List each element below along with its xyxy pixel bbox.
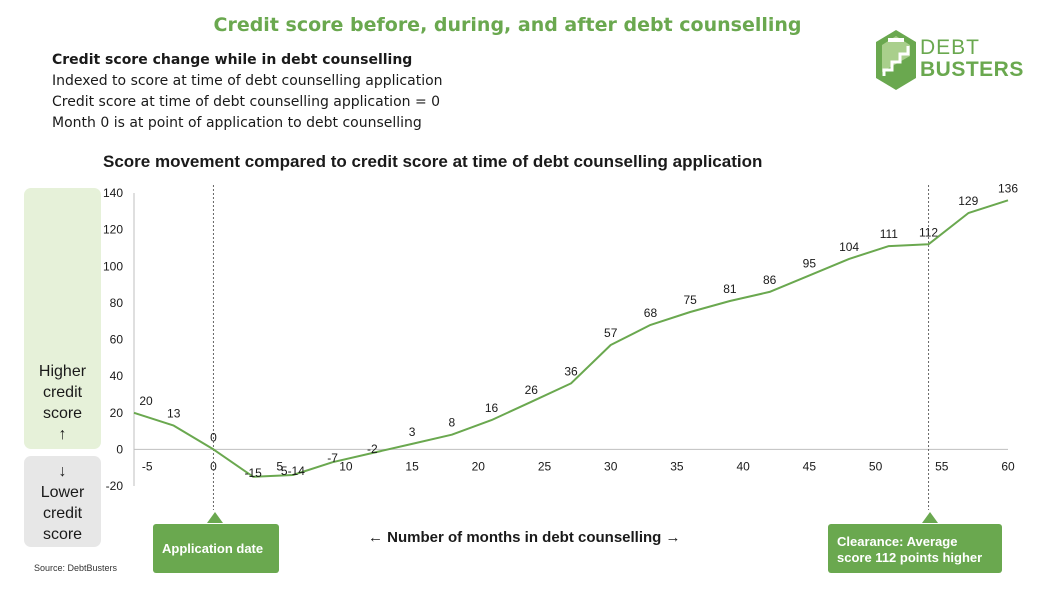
- data-label: -7: [327, 451, 338, 465]
- logo-word-busters: BUSTERS: [920, 58, 1024, 81]
- clearance-callout: Clearance: Average score 112 points high…: [828, 524, 1002, 573]
- data-label: 95: [803, 256, 817, 270]
- data-label: 13: [167, 407, 181, 421]
- data-label: 20: [139, 394, 153, 408]
- data-label: 5-14: [281, 464, 305, 478]
- x-tick-label: 25: [538, 459, 552, 473]
- info-line-3: Month 0 is at point of application to de…: [52, 115, 422, 131]
- higher-label-1: Higher: [38, 363, 87, 380]
- data-label: -2: [367, 442, 378, 456]
- x-tick-label: -5: [142, 459, 153, 473]
- x-tick-label: 10: [339, 459, 353, 473]
- application-pointer-icon: [207, 512, 223, 523]
- y-tick-label: -20: [106, 479, 124, 493]
- x-tick-label: 35: [670, 459, 684, 473]
- data-label: 0: [210, 430, 217, 444]
- data-label: -15: [245, 466, 263, 480]
- lower-label-3: score: [42, 526, 83, 543]
- lower-label-1: Lower: [40, 484, 85, 501]
- higher-score-box: Higher credit score ↑: [24, 188, 101, 449]
- data-label: 136: [998, 181, 1018, 195]
- x-axis-label: ← Number of months in debt counselling →: [368, 529, 681, 546]
- data-label: 16: [485, 401, 499, 415]
- x-tick-label: 40: [736, 459, 750, 473]
- x-tick-label: 50: [869, 459, 883, 473]
- info-line-1: Indexed to score at time of debt counsel…: [52, 73, 443, 89]
- y-tick-label: 40: [110, 369, 124, 383]
- data-label: 26: [525, 383, 539, 397]
- data-label: 81: [723, 282, 737, 296]
- stairs-house-icon: [876, 30, 916, 90]
- data-label: 129: [958, 194, 978, 208]
- data-label: 8: [448, 416, 455, 430]
- x-tick-label: 30: [604, 459, 618, 473]
- lower-score-box: ↓ Lower credit score: [24, 456, 101, 547]
- data-label: 3: [409, 425, 416, 439]
- data-label: 75: [684, 293, 698, 307]
- clearance-pointer-icon: [922, 512, 938, 523]
- data-label: 104: [839, 240, 859, 254]
- page-title: Credit score before, during, and after d…: [213, 14, 802, 36]
- application-date-callout: Application date: [153, 524, 279, 573]
- chart-title: Score movement compared to credit score …: [103, 152, 763, 171]
- x-tick-label: 15: [405, 459, 419, 473]
- y-tick-label: 0: [116, 442, 123, 456]
- y-tick-label: 80: [110, 296, 124, 310]
- down-arrow-icon: ↓: [58, 463, 67, 480]
- info-heading: Credit score change while in debt counse…: [52, 52, 413, 68]
- data-label: 111: [880, 227, 899, 241]
- series-line: [133, 199, 1009, 478]
- x-tick-label: 60: [1001, 459, 1015, 473]
- data-label: 86: [763, 273, 777, 287]
- y-tick-label: 60: [110, 333, 124, 347]
- clearance-label-2: score 112 points higher: [837, 550, 983, 565]
- source-note: Source: DebtBusters: [34, 563, 118, 573]
- data-label: 36: [564, 364, 578, 378]
- application-date-label: Application date: [162, 541, 264, 556]
- data-label: 57: [604, 326, 618, 340]
- lower-label-2: credit: [42, 505, 83, 522]
- y-tick-label: 100: [103, 259, 123, 273]
- data-label: 112: [919, 225, 938, 239]
- y-tick-label: 120: [103, 223, 123, 237]
- x-tick-label: 20: [472, 459, 486, 473]
- data-label: 68: [644, 306, 658, 320]
- debtbusters-logo: DEBT BUSTERS: [874, 28, 1023, 92]
- logo-word-debt: DEBT: [920, 36, 981, 59]
- info-line-2: Credit score at time of debt counselling…: [52, 94, 441, 110]
- x-tick-label: 55: [935, 459, 949, 473]
- up-arrow-icon: ↑: [58, 426, 67, 443]
- clearance-label-1: Clearance: Average: [837, 534, 958, 549]
- info-block: Credit score change while in debt counse…: [52, 50, 443, 134]
- x-tick-label: 45: [803, 459, 817, 473]
- y-tick-label: 20: [110, 406, 124, 420]
- higher-label-2: credit: [42, 384, 83, 401]
- x-tick-label: 5: [276, 459, 283, 473]
- y-tick-label: 140: [103, 186, 123, 200]
- higher-label-3: score: [42, 405, 83, 422]
